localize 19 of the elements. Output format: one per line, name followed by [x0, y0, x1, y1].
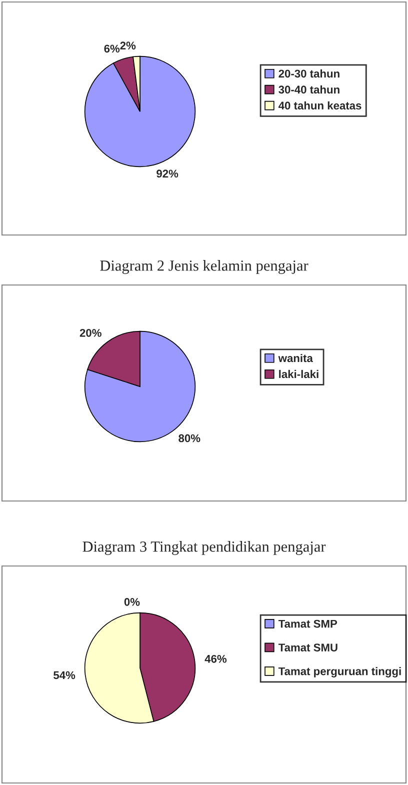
legend-label: Tamat SMP [278, 620, 338, 628]
legend-label: wanita [278, 354, 313, 362]
data-label: 54% [54, 671, 76, 680]
data-label: 2% [120, 42, 136, 50]
legend-label: 30-40 tahun [278, 85, 340, 94]
data-label: 46% [204, 654, 227, 663]
data-label: 92% [156, 170, 178, 178]
data-label: 80% [178, 434, 200, 442]
legend-label: 20-30 tahun [278, 69, 340, 78]
legend-label: Tamat perguruan tinggi [278, 667, 401, 678]
data-label: 20% [80, 328, 102, 337]
data-label: 6% [104, 44, 120, 53]
chart-title: Diagram 3 Tingkat pendidikan pengajar [82, 541, 326, 555]
legend-label: Tamat SMU [278, 644, 338, 652]
legend-label: laki-laki [279, 370, 318, 378]
chart-title: Diagram 2 Jenis kelamin pengajar [100, 260, 308, 274]
legend-label: 40 tahun keatas [278, 101, 362, 110]
pie-slice [84, 56, 196, 168]
text: 0% [124, 598, 140, 606]
